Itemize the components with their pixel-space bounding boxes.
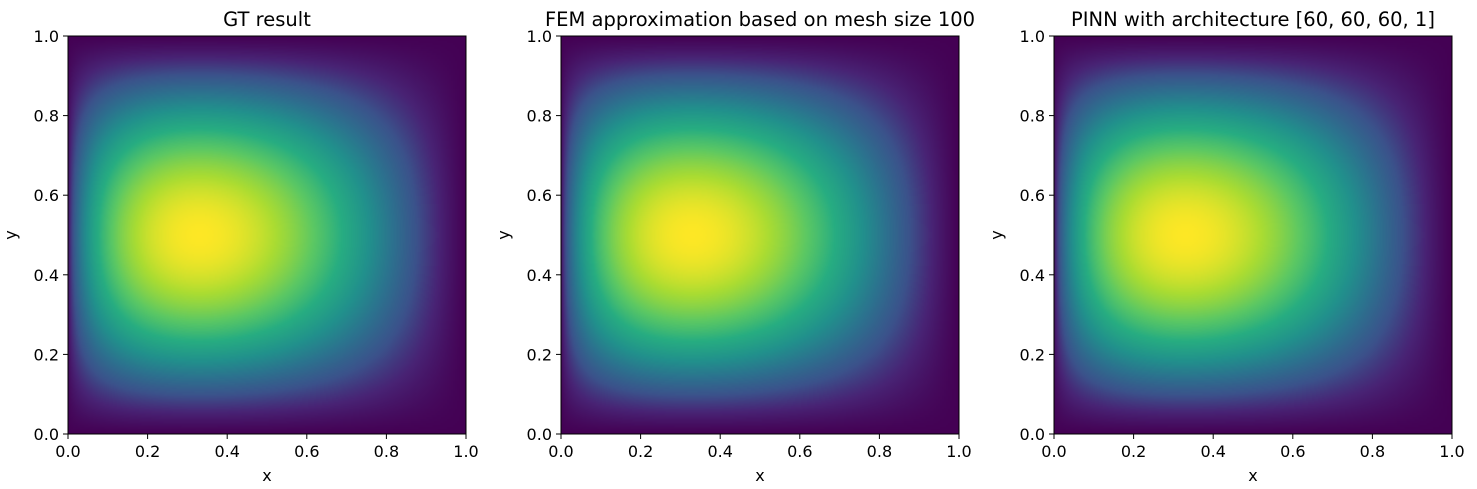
heatmap-image xyxy=(1054,36,1452,434)
y-tick-label: 0.6 xyxy=(34,186,59,205)
y-tick-label: 0.4 xyxy=(34,266,59,285)
y-tick-label: 0.8 xyxy=(1020,107,1045,126)
x-tick-label: 0.8 xyxy=(1360,442,1385,461)
subplot-2: 0.0 0.2 0.4 0.6 0.8 1.00.00.20.40.60.81.0FEM … xyxy=(494,8,975,485)
y-tick-label: 0.0 xyxy=(1020,425,1045,444)
x-tick-label: 0.2 xyxy=(628,442,653,461)
subplot-3: 0.0 0.2 0.4 0.6 0.8 1.0 0.0 0.2 0.4 0.6 0.8 1.0 PINN… xyxy=(987,8,1465,485)
x-tick-label: 0.2 xyxy=(1121,442,1146,461)
x-tick-label: 0.8 xyxy=(867,442,892,461)
chart-title: FEM approximation based on mesh size 100 xyxy=(545,8,975,31)
x-tick-label: 0.4 xyxy=(214,442,239,461)
y-tick-label: 1.0 xyxy=(1020,27,1045,46)
y-tick-label: 1.0 xyxy=(34,27,59,46)
y-tick-label: 0.6 xyxy=(527,186,552,205)
y-tick-label: 0.6 xyxy=(1020,186,1045,205)
axes-frame xyxy=(560,35,960,435)
y-tick-label: 0.8 xyxy=(34,107,59,126)
chart-title: PINN with architecture [60, 60, 60, 1] xyxy=(1071,8,1435,31)
x-tick-label: 1.0 xyxy=(1439,442,1464,461)
y-tick-label: 0.0 xyxy=(527,425,552,444)
y-tick-label: 0.2 xyxy=(34,345,59,364)
x-tick-label: 0.6 xyxy=(1280,442,1305,461)
x-axis-label: x xyxy=(262,466,271,485)
heatmap-image xyxy=(68,36,466,434)
y-axis-label: y xyxy=(494,230,513,239)
y-tick-label: 0.2 xyxy=(1020,345,1045,364)
x-tick-label: 1.0 xyxy=(946,442,971,461)
y-tick-label: 1.0 xyxy=(527,27,552,46)
y-axis-label: y xyxy=(1,230,20,239)
x-tick-label: 0.6 xyxy=(294,442,319,461)
x-tick-label: 0.4 xyxy=(1200,442,1225,461)
x-tick-label: 0.0 xyxy=(548,442,573,461)
axes-frame xyxy=(1053,35,1453,435)
y-axis-label: y xyxy=(987,230,1006,239)
y-tick-label: 0.8 xyxy=(527,107,552,126)
heatmap-image xyxy=(561,36,959,434)
y-tick-label: 0.0 xyxy=(34,425,59,444)
x-tick-label: 0.4 xyxy=(707,442,732,461)
x-tick-label: 0.0 xyxy=(55,442,80,461)
axes-frame xyxy=(67,35,467,435)
x-tick-label: 0.2 xyxy=(135,442,160,461)
y-tick-label: 0.4 xyxy=(1020,266,1045,285)
x-axis-label: x xyxy=(755,466,764,485)
chart-title: GT result xyxy=(223,8,311,31)
y-tick-label: 0.2 xyxy=(527,345,552,364)
x-tick-label: 0.8 xyxy=(374,442,399,461)
y-tick-label: 0.4 xyxy=(527,266,552,285)
x-tick-label: 0.6 xyxy=(787,442,812,461)
x-tick-label: 1.0 xyxy=(453,442,478,461)
x-tick-label: 0.0 xyxy=(1041,442,1066,461)
x-axis-label: x xyxy=(1248,466,1257,485)
subplot-1: 0.0 0.2 0.4 0.6 0.8 1.0 0.0 0.2 0.4 0.6 0.8 1.0 GT r… xyxy=(1,8,479,485)
